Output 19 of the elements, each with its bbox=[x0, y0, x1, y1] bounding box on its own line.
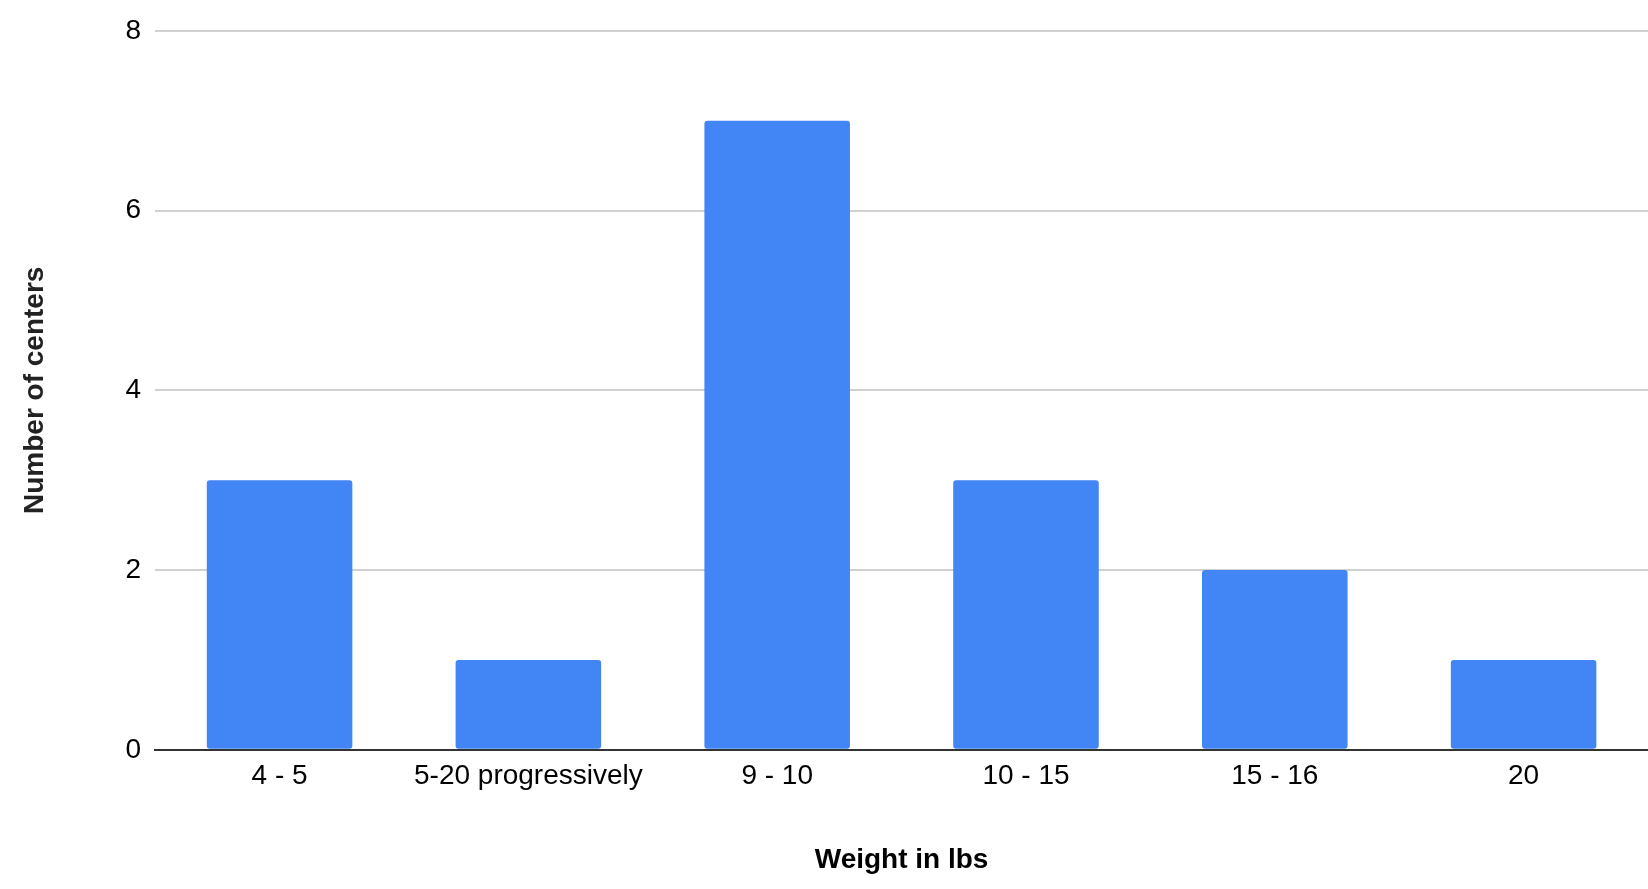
y-tick-label: 8 bbox=[125, 13, 142, 45]
x-tick-label: 4 - 5 bbox=[251, 759, 308, 791]
x-tick-label: 15 - 16 bbox=[1231, 759, 1319, 791]
x-tick-label: 20 bbox=[1508, 759, 1540, 791]
x-tick-label: 10 - 15 bbox=[982, 759, 1070, 791]
x-axis-title: Weight in lbs bbox=[814, 842, 989, 874]
bar bbox=[704, 120, 850, 749]
y-tick-label: 2 bbox=[125, 552, 142, 584]
bar bbox=[455, 659, 602, 749]
bar bbox=[1450, 659, 1597, 749]
y-tick-label: 0 bbox=[125, 732, 142, 764]
bar bbox=[206, 480, 353, 749]
bar bbox=[1202, 570, 1348, 749]
x-tick-label: 5-20 progressively bbox=[413, 759, 643, 791]
y-axis-title: Number of centers bbox=[17, 266, 49, 514]
bar bbox=[953, 480, 1099, 749]
x-tick-label: 9 - 10 bbox=[741, 759, 813, 791]
y-tick-label: 4 bbox=[125, 373, 142, 405]
y-tick-label: 6 bbox=[125, 193, 142, 225]
